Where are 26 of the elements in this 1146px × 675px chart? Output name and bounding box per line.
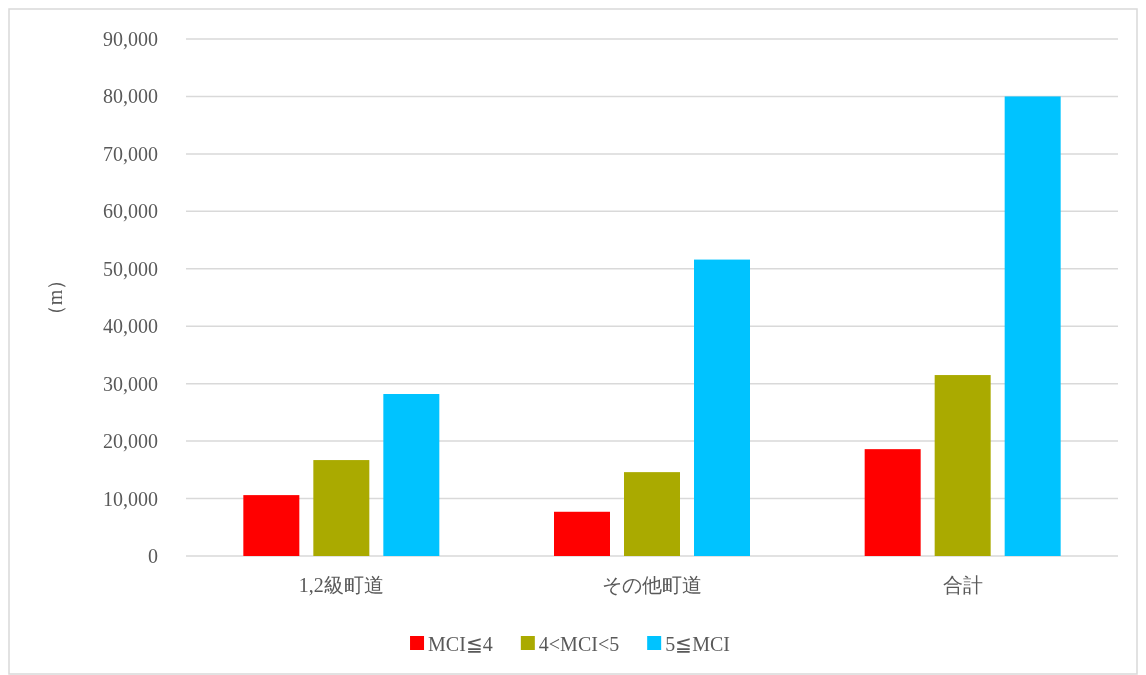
y-tick-label: 30,000 [103, 372, 158, 395]
bar [694, 259, 750, 556]
bar [383, 394, 440, 556]
y-tick-label: 60,000 [103, 200, 158, 223]
x-tick-label: 1,2級町道 [298, 574, 384, 596]
y-tick-label: 80,000 [103, 85, 158, 108]
y-tick-label: 10,000 [103, 487, 158, 510]
x-tick-label: その他町道 [602, 574, 702, 596]
legend-label: MCI≦4 [428, 633, 493, 655]
bar [624, 472, 680, 556]
bar [864, 449, 921, 556]
y-tick-label: 50,000 [103, 257, 158, 280]
y-tick-label: 40,000 [103, 315, 158, 338]
bar [1004, 96, 1061, 556]
bar [313, 460, 370, 556]
y-tick-label: 90,000 [103, 28, 158, 50]
legend-label: 5≦MCI [665, 633, 730, 655]
bar [934, 375, 991, 556]
legend-label: 4<MCI<5 [538, 633, 620, 655]
y-axis-title: （m） [44, 269, 66, 326]
bar [554, 511, 610, 556]
y-tick-label: 0 [148, 545, 158, 567]
y-tick-label: 20,000 [103, 430, 158, 453]
y-tick-label: 70,000 [103, 142, 158, 165]
bar [243, 495, 300, 556]
x-tick-label: 合計 [942, 574, 983, 596]
